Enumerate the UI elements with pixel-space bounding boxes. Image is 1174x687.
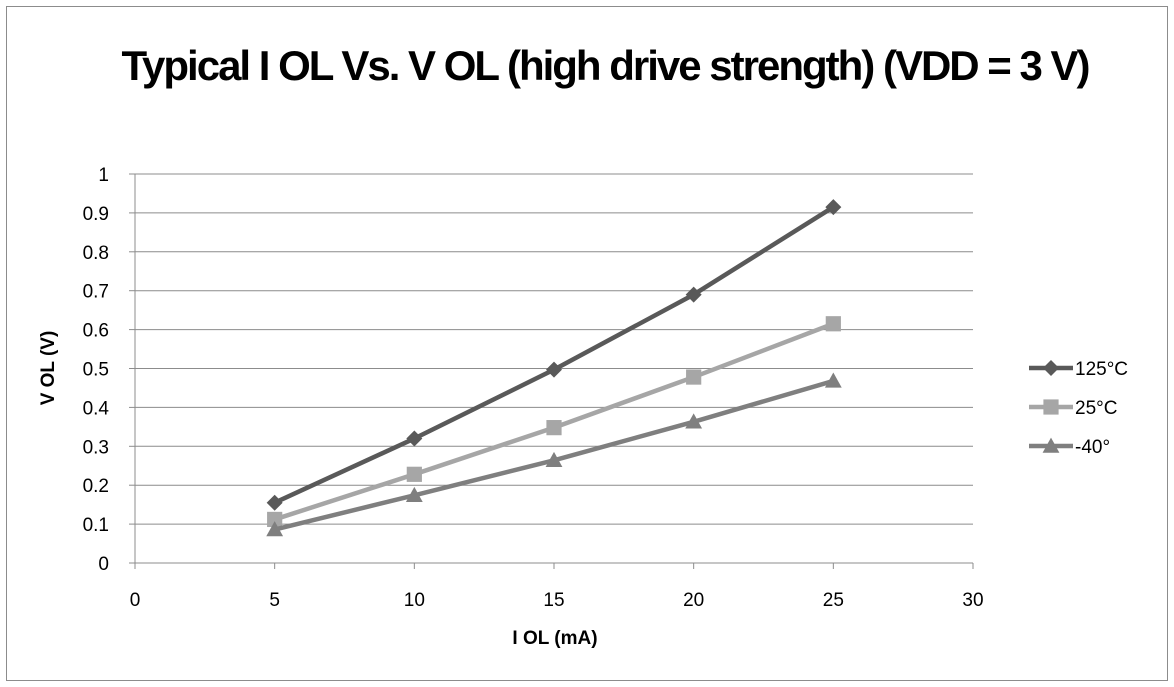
legend-label: 25°C bbox=[1075, 398, 1117, 419]
data-point bbox=[685, 286, 702, 303]
gridlines bbox=[135, 173, 973, 525]
y-tick-label: 0.5 bbox=[83, 360, 109, 381]
x-axis-label: I OL (mA) bbox=[512, 628, 597, 649]
y-tick-labels: 0 0.1 0.2 0.3 0.4 0.5 0.6 0.7 0.8 0.9 1 bbox=[83, 165, 110, 575]
x-tick-label: 30 bbox=[962, 590, 983, 611]
data-point bbox=[686, 369, 702, 385]
data-point bbox=[685, 413, 703, 429]
data-point bbox=[406, 430, 423, 447]
data-point bbox=[1043, 399, 1059, 415]
data-point bbox=[825, 316, 841, 332]
data-point bbox=[1043, 360, 1059, 376]
x-tick-label: 10 bbox=[404, 590, 425, 611]
x-tick-label: 15 bbox=[543, 590, 564, 611]
data-point bbox=[406, 466, 422, 482]
x-tick-labels: 0 5 10 15 20 25 30 bbox=[130, 590, 984, 611]
legend-label: 125°C bbox=[1075, 359, 1128, 380]
y-axis-label: V OL (V) bbox=[38, 331, 59, 406]
data-point bbox=[266, 521, 284, 537]
y-tick-label: 0.6 bbox=[83, 321, 109, 342]
data-point bbox=[824, 372, 842, 388]
y-tick-label: 0.4 bbox=[83, 398, 110, 419]
y-tick-label: 1 bbox=[98, 165, 109, 186]
x-tick-label: 25 bbox=[823, 590, 844, 611]
data-point bbox=[546, 420, 562, 436]
data-point bbox=[266, 494, 283, 511]
data-point bbox=[545, 451, 563, 468]
x-tick-label: 20 bbox=[683, 590, 704, 611]
chart-frame bbox=[6, 6, 1168, 681]
data-point bbox=[1042, 437, 1060, 453]
y-tick-label: 0.1 bbox=[83, 515, 109, 536]
data-point bbox=[546, 361, 562, 378]
x-tick-label: 0 bbox=[130, 590, 141, 611]
legend-label: -40° bbox=[1075, 437, 1110, 458]
y-tick-label: 0.8 bbox=[83, 243, 109, 264]
chart-title: Typical I OL Vs. V OL (high drive streng… bbox=[121, 42, 1088, 89]
legend: 125°C 25°C -40° bbox=[1029, 359, 1128, 458]
x-tick-label: 5 bbox=[269, 590, 280, 611]
y-tick-label: 0.7 bbox=[83, 282, 109, 303]
y-tick-label: 0.9 bbox=[83, 204, 109, 225]
data-point bbox=[405, 486, 423, 503]
y-tick-label: 0 bbox=[98, 554, 109, 575]
series-group bbox=[266, 199, 842, 537]
data-point bbox=[267, 511, 283, 528]
axes bbox=[129, 173, 974, 569]
y-tick-label: 0.2 bbox=[83, 476, 109, 497]
y-tick-label: 0.3 bbox=[83, 437, 109, 458]
data-point bbox=[825, 199, 842, 216]
